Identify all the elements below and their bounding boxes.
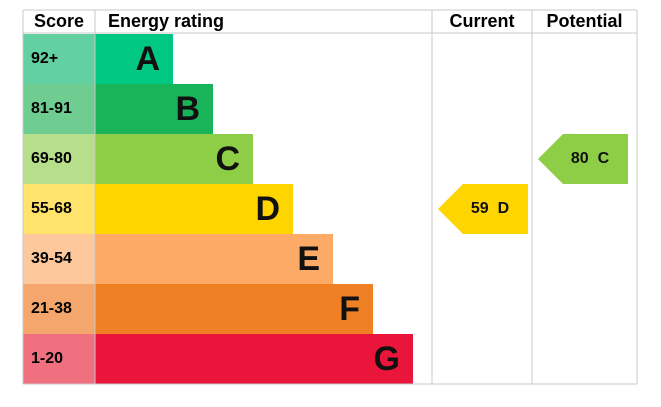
potential-letter: C bbox=[598, 150, 610, 167]
potential-marker bbox=[538, 134, 628, 184]
current-arrow: 59 D bbox=[438, 184, 528, 234]
rating-letter: C bbox=[215, 140, 240, 178]
rating-bar bbox=[95, 134, 253, 184]
rating-bar bbox=[95, 334, 413, 384]
potential-value: 80 bbox=[571, 150, 589, 167]
score-label: 39-54 bbox=[31, 250, 72, 267]
score-cell bbox=[23, 184, 95, 234]
current-letter: D bbox=[498, 200, 510, 217]
rating-bar bbox=[95, 284, 373, 334]
potential-arrow: 80 C bbox=[538, 134, 628, 184]
score-cell bbox=[23, 134, 95, 184]
score-cell bbox=[23, 84, 95, 134]
score-cell bbox=[23, 284, 95, 334]
rating-bar bbox=[95, 34, 173, 84]
rating-bar bbox=[95, 184, 293, 234]
header-rating: Energy rating bbox=[108, 11, 224, 31]
score-label: 1-20 bbox=[31, 350, 63, 367]
score-label: 55-68 bbox=[31, 200, 72, 217]
score-label: 92+ bbox=[31, 50, 58, 67]
rating-bar bbox=[95, 234, 333, 284]
score-label: 69-80 bbox=[31, 150, 72, 167]
rating-letter: F bbox=[339, 290, 360, 328]
potential-label: 80 C bbox=[571, 150, 610, 167]
header-current: Current bbox=[449, 11, 514, 31]
rating-letter: A bbox=[135, 40, 160, 78]
score-label: 21-38 bbox=[31, 300, 72, 317]
header-score: Score bbox=[34, 11, 84, 31]
current-value: 59 bbox=[471, 200, 489, 217]
rating-letter: E bbox=[297, 240, 320, 278]
score-label: 81-91 bbox=[31, 100, 72, 117]
rating-letter: B bbox=[175, 90, 200, 128]
header-potential: Potential bbox=[546, 11, 622, 31]
rating-letter: D bbox=[255, 190, 280, 228]
current-label: 59 D bbox=[471, 200, 509, 217]
score-cell bbox=[23, 34, 95, 84]
rating-bar bbox=[95, 84, 213, 134]
score-cell bbox=[23, 334, 95, 384]
current-marker bbox=[438, 184, 528, 234]
rating-letter: G bbox=[374, 340, 400, 378]
score-cell bbox=[23, 234, 95, 284]
